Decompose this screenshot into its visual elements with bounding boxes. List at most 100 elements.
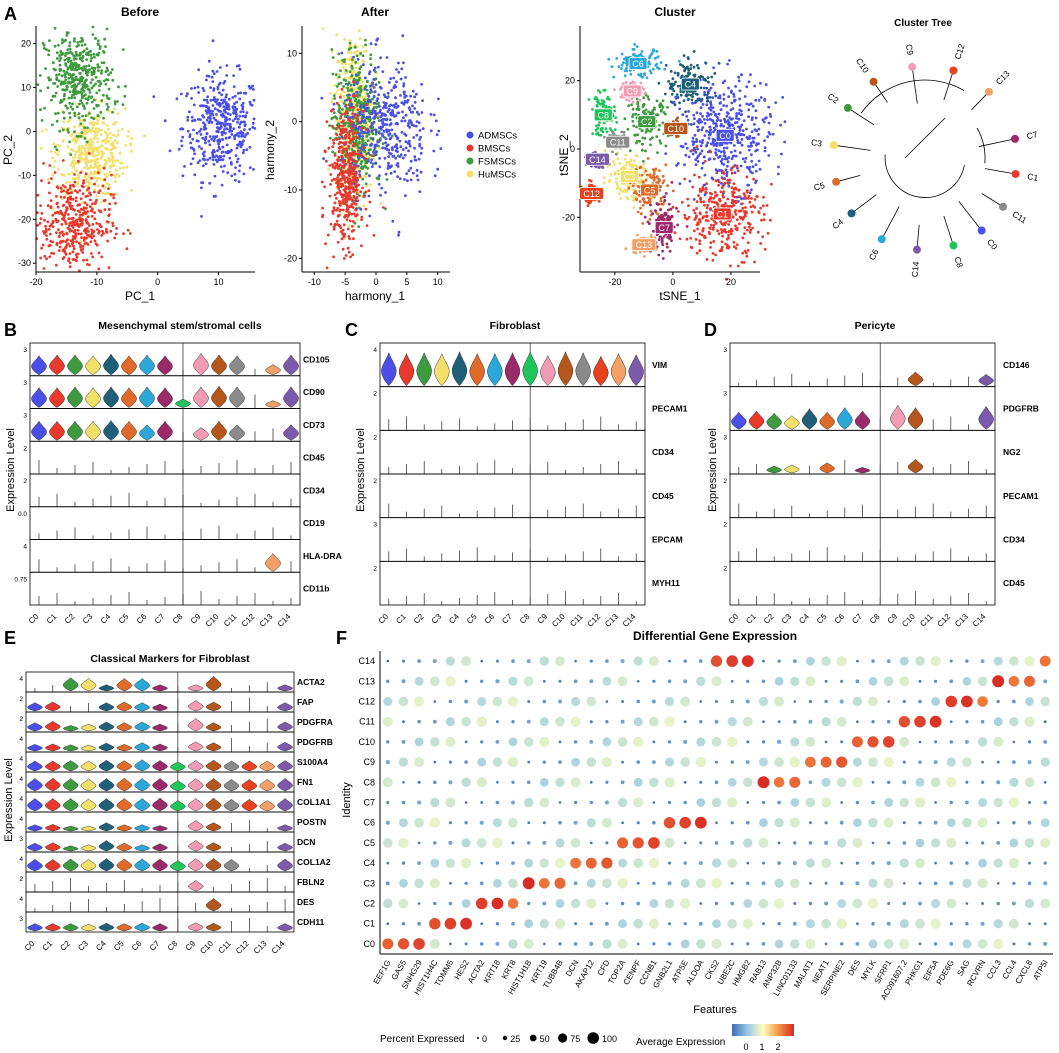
data-point xyxy=(109,136,113,140)
data-point xyxy=(68,116,72,119)
data-point xyxy=(332,206,336,210)
data-point xyxy=(370,158,374,162)
data-point xyxy=(55,78,59,81)
data-point xyxy=(333,161,337,165)
data-point xyxy=(242,172,246,176)
data-point xyxy=(75,169,79,173)
data-point xyxy=(346,178,350,182)
data-point xyxy=(701,216,705,220)
data-point xyxy=(332,255,335,259)
data-point xyxy=(40,246,43,250)
data-point xyxy=(666,216,669,220)
legend-swatch xyxy=(466,131,474,139)
data-point xyxy=(406,179,409,183)
data-point xyxy=(206,116,210,119)
data-point xyxy=(241,114,245,118)
data-point xyxy=(70,217,74,221)
data-point xyxy=(123,107,127,111)
data-point xyxy=(88,234,91,237)
data-point xyxy=(81,50,85,54)
data-point xyxy=(343,171,346,175)
data-point xyxy=(724,230,728,234)
data-point xyxy=(735,200,738,203)
data-point xyxy=(725,114,729,118)
data-point xyxy=(338,73,341,76)
data-point xyxy=(695,200,699,204)
data-point xyxy=(358,76,361,80)
data-point xyxy=(57,249,61,252)
data-point xyxy=(705,143,709,147)
data-point xyxy=(90,150,94,154)
data-point xyxy=(415,133,419,137)
data-point xyxy=(49,232,52,236)
data-point xyxy=(109,71,113,75)
data-point xyxy=(717,183,720,187)
data-point xyxy=(348,108,352,112)
data-point xyxy=(730,118,733,121)
data-point xyxy=(335,101,339,105)
data-point xyxy=(349,77,352,81)
data-point xyxy=(364,109,368,113)
data-point xyxy=(680,200,684,204)
data-point xyxy=(670,215,674,219)
data-point xyxy=(94,242,98,246)
data-point xyxy=(76,203,80,207)
data-point xyxy=(384,141,387,145)
data-point xyxy=(712,130,715,134)
data-point xyxy=(221,137,224,141)
data-point xyxy=(629,72,633,76)
data-point xyxy=(325,120,329,124)
data-point xyxy=(643,167,647,171)
data-point xyxy=(79,99,82,103)
data-point xyxy=(193,86,197,90)
data-point xyxy=(404,113,408,117)
data-point xyxy=(349,255,352,259)
data-point xyxy=(739,216,743,220)
data-point xyxy=(420,82,423,86)
data-point xyxy=(695,145,699,148)
data-point xyxy=(79,207,83,211)
data-point xyxy=(754,163,758,167)
data-point xyxy=(744,206,747,209)
data-point xyxy=(711,177,715,181)
data-point xyxy=(348,178,352,182)
data-point xyxy=(605,130,609,134)
data-point xyxy=(240,143,244,146)
data-point xyxy=(73,37,76,41)
data-point xyxy=(710,200,714,204)
data-point xyxy=(238,164,242,168)
data-point xyxy=(115,173,119,176)
data-point xyxy=(126,134,130,138)
data-point xyxy=(676,162,680,165)
data-point xyxy=(725,104,729,108)
data-point xyxy=(49,150,53,153)
data-point xyxy=(726,237,729,241)
data-point xyxy=(396,175,399,179)
x-tick-label: 10 xyxy=(433,277,443,287)
data-point xyxy=(47,228,51,231)
data-point xyxy=(648,111,652,115)
data-point xyxy=(692,122,696,126)
data-point xyxy=(56,111,60,115)
data-point xyxy=(186,92,189,95)
panel-letter-d: D xyxy=(704,320,717,340)
data-point xyxy=(226,122,230,126)
data-point xyxy=(124,143,127,147)
data-point xyxy=(666,236,669,239)
data-point xyxy=(356,95,360,98)
data-point xyxy=(107,214,111,218)
data-point xyxy=(221,145,225,149)
data-point xyxy=(82,181,86,185)
data-point xyxy=(180,92,183,96)
data-point xyxy=(654,209,657,213)
data-point xyxy=(394,102,398,105)
data-point xyxy=(118,151,122,155)
data-point xyxy=(399,153,403,157)
data-point xyxy=(114,192,118,196)
data-point xyxy=(361,80,365,84)
data-point xyxy=(361,45,365,49)
data-point xyxy=(224,107,228,111)
data-point xyxy=(191,119,194,123)
data-point xyxy=(349,83,353,87)
data-point xyxy=(720,248,723,251)
